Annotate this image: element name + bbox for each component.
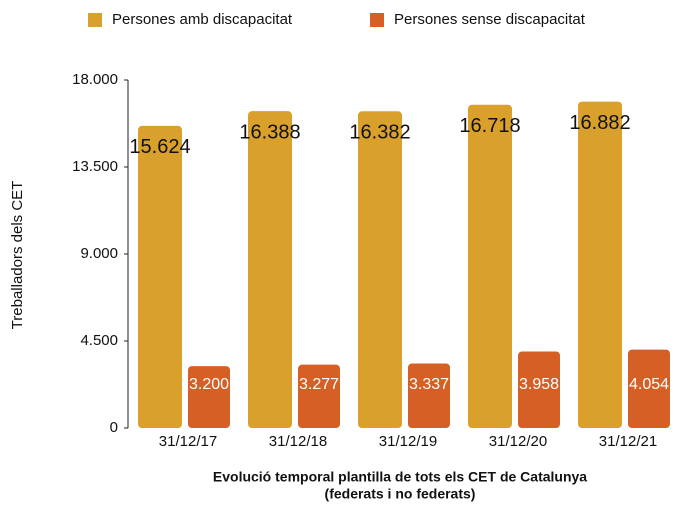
bar [248, 111, 292, 428]
value-label: 15.624 [129, 136, 190, 158]
value-label: 16.382 [349, 122, 410, 144]
bar [578, 101, 622, 428]
value-label: 16.882 [569, 112, 630, 134]
value-label: 3.337 [409, 376, 449, 393]
bar [188, 366, 230, 428]
bar [468, 104, 512, 428]
x-axis-label: Evolució temporal plantilla de tots els … [213, 469, 587, 485]
legend-swatch [370, 13, 384, 27]
x-tick-label: 31/12/17 [159, 433, 217, 450]
bar [138, 125, 182, 428]
y-tick-label: 9.000 [80, 245, 118, 262]
x-tick-label: 31/12/20 [489, 433, 547, 450]
value-label: 4.054 [629, 376, 669, 393]
legend-label: Persones sense discapacitat [394, 11, 586, 28]
legend-label: Persones amb discapacitat [112, 11, 293, 28]
bar [358, 111, 402, 428]
value-label: 3.200 [189, 376, 229, 393]
y-tick-label: 13.500 [72, 158, 118, 175]
bar [298, 364, 340, 428]
y-tick-label: 4.500 [80, 332, 118, 349]
value-label: 16.388 [239, 121, 300, 143]
y-tick-label: 0 [110, 419, 118, 436]
x-tick-label: 31/12/21 [599, 433, 657, 450]
x-tick-label: 31/12/18 [269, 433, 327, 450]
bar [628, 349, 670, 428]
value-label: 3.958 [519, 376, 559, 393]
value-label: 16.718 [459, 115, 520, 137]
value-label: 3.277 [299, 376, 339, 393]
x-axis-label: (federats i no federats) [325, 486, 476, 502]
bar [518, 351, 560, 428]
x-tick-label: 31/12/19 [379, 433, 437, 450]
y-tick-label: 18.000 [72, 71, 118, 88]
legend-swatch [88, 13, 102, 27]
bar [408, 363, 450, 428]
y-axis-label: Treballadors dels CET [9, 181, 26, 330]
